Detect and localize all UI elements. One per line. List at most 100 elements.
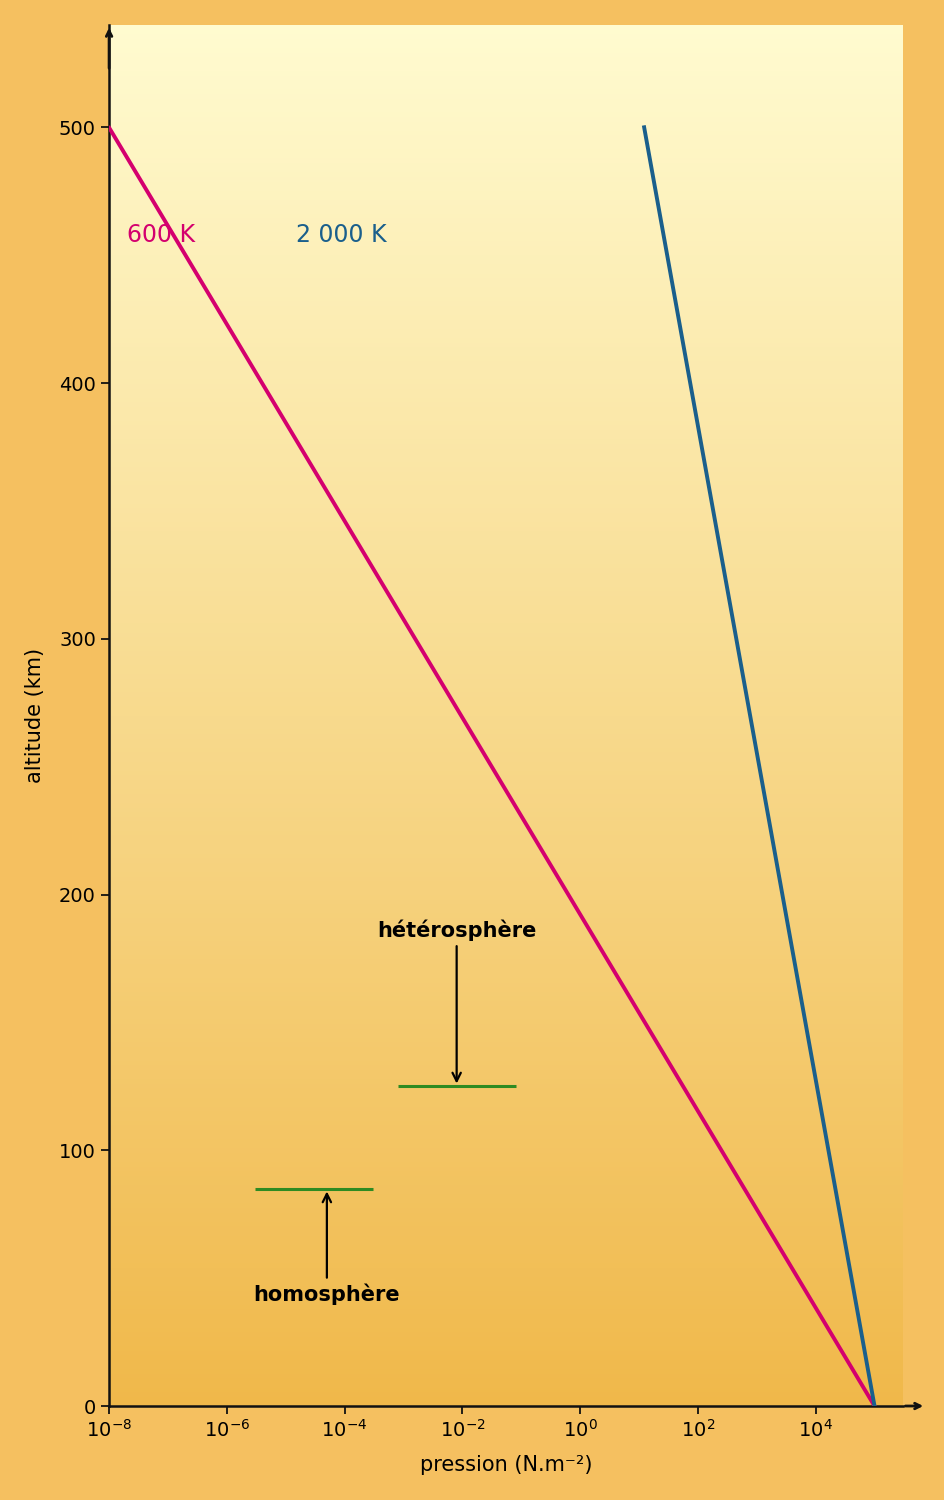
Bar	[109, 1098, 902, 1102]
Bar	[109, 522, 902, 526]
Bar	[109, 678, 902, 684]
Bar	[109, 1300, 902, 1305]
Bar	[109, 112, 902, 117]
Bar	[109, 513, 902, 517]
Bar	[109, 684, 902, 688]
Bar	[109, 550, 902, 555]
Bar	[109, 1138, 902, 1143]
Bar	[109, 1346, 902, 1352]
Bar	[109, 209, 902, 213]
Bar	[109, 876, 902, 880]
Bar	[109, 260, 902, 264]
Bar	[109, 780, 902, 784]
Bar	[109, 159, 902, 164]
Bar	[109, 734, 902, 738]
Bar	[109, 978, 902, 982]
Bar	[109, 1227, 902, 1232]
Bar	[109, 306, 902, 310]
Bar	[109, 560, 902, 564]
Bar	[109, 182, 902, 186]
Bar	[109, 974, 902, 978]
Bar	[109, 664, 902, 669]
Bar	[109, 836, 902, 840]
Text: homosphère: homosphère	[253, 1194, 399, 1305]
Bar	[109, 1254, 902, 1258]
Bar	[109, 540, 902, 544]
Bar	[109, 945, 902, 951]
Bar	[109, 996, 902, 1000]
Bar	[109, 168, 902, 172]
Bar	[109, 1245, 902, 1250]
Bar	[109, 402, 902, 406]
Bar	[109, 1162, 902, 1167]
Bar	[109, 1356, 902, 1360]
Bar	[109, 370, 902, 375]
Bar	[109, 674, 902, 678]
Bar	[109, 1034, 902, 1038]
Bar	[109, 591, 902, 596]
Bar	[109, 357, 902, 362]
Bar	[109, 862, 902, 867]
Bar	[109, 1332, 902, 1336]
Bar	[109, 1070, 902, 1074]
Bar	[109, 964, 902, 969]
Bar	[109, 1388, 902, 1392]
Bar	[109, 44, 902, 48]
Bar	[109, 932, 902, 936]
Bar	[109, 1323, 902, 1328]
Bar	[109, 417, 902, 422]
Bar	[109, 195, 902, 200]
Bar	[109, 1341, 902, 1346]
Bar	[109, 86, 902, 90]
Bar	[109, 564, 902, 568]
Bar	[109, 462, 902, 466]
Bar	[109, 742, 902, 747]
Bar	[109, 140, 902, 144]
Bar	[109, 536, 902, 540]
Bar	[109, 1125, 902, 1130]
Bar	[109, 164, 902, 168]
Bar	[109, 30, 902, 34]
Bar	[109, 1194, 902, 1198]
Bar	[109, 135, 902, 140]
Bar	[109, 398, 902, 402]
Bar	[109, 818, 902, 822]
Bar	[109, 693, 902, 698]
Bar	[109, 1134, 902, 1138]
Bar	[109, 886, 902, 891]
Bar	[109, 789, 902, 794]
Bar	[109, 840, 902, 844]
Bar	[109, 1107, 902, 1112]
Bar	[109, 614, 902, 620]
Bar	[109, 669, 902, 674]
Bar	[109, 1310, 902, 1314]
Bar	[109, 1250, 902, 1254]
Bar	[109, 1232, 902, 1236]
Bar	[109, 1038, 902, 1042]
Bar	[109, 219, 902, 224]
Bar	[109, 771, 902, 776]
Bar	[109, 526, 902, 531]
Bar	[109, 1172, 902, 1176]
Bar	[109, 844, 902, 849]
Bar	[109, 1185, 902, 1190]
Bar	[109, 646, 902, 651]
Bar	[109, 1190, 902, 1194]
Bar	[109, 1370, 902, 1374]
Bar	[109, 273, 902, 278]
Bar	[109, 104, 902, 108]
Bar	[109, 251, 902, 255]
Bar	[109, 315, 902, 320]
Bar	[109, 375, 902, 380]
Bar	[109, 1352, 902, 1356]
Bar	[109, 1056, 902, 1060]
Bar	[109, 444, 902, 448]
Bar	[109, 1392, 902, 1396]
Bar	[109, 57, 902, 62]
Bar	[109, 807, 902, 812]
Bar	[109, 1052, 902, 1056]
Bar	[109, 1268, 902, 1272]
Bar	[109, 406, 902, 411]
Bar	[109, 495, 902, 500]
Bar	[109, 94, 902, 99]
